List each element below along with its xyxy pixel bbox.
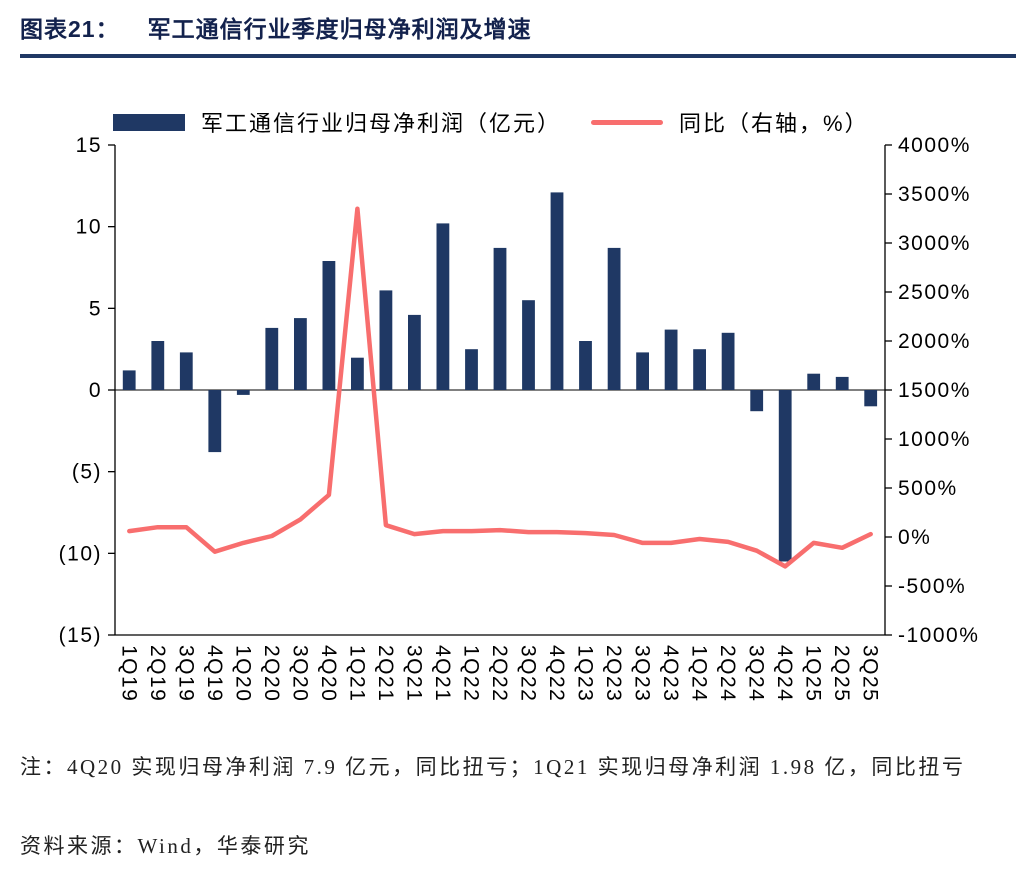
- x-axis-label: 3Q19: [174, 645, 197, 702]
- x-axis-label: 4Q22: [545, 645, 568, 702]
- profit-bar: [835, 376, 849, 390]
- right-axis-label: 0%: [898, 526, 931, 549]
- x-axis-label: 2Q24: [716, 645, 739, 702]
- figure-label: 图表21：: [20, 16, 120, 42]
- x-axis-label: 1Q23: [574, 645, 597, 702]
- x-axis-label: 2Q22: [488, 645, 511, 702]
- x-axis-label: 1Q21: [345, 645, 368, 702]
- left-axis-label: 10: [76, 216, 102, 239]
- profit-bar: [379, 290, 393, 390]
- profit-bar: [864, 390, 878, 407]
- profit-bar: [322, 261, 336, 390]
- profit-bar: [465, 349, 478, 390]
- x-axis-label: 1Q20: [231, 645, 254, 702]
- profit-bar: [208, 390, 222, 453]
- x-axis-label: 2Q25: [830, 645, 853, 702]
- x-axis-label: 4Q19: [203, 645, 226, 702]
- left-axis-label: (10): [59, 542, 102, 565]
- x-axis-label: 2Q20: [260, 645, 283, 702]
- profit-bar: [408, 314, 421, 390]
- profit-bar: [122, 370, 136, 390]
- right-axis-label: 3000%: [898, 232, 971, 255]
- profit-bar: [579, 341, 592, 390]
- legend-line-label: 同比（右轴，%）: [679, 111, 869, 136]
- line-swatch-icon: [591, 119, 664, 125]
- profit-bar: [151, 341, 165, 390]
- right-axis-label: 3500%: [898, 183, 971, 206]
- profit-bar: [778, 390, 792, 562]
- left-axis-label: 5: [89, 297, 102, 320]
- right-axis-label: 1000%: [898, 428, 971, 451]
- x-axis-label: 1Q19: [117, 645, 140, 702]
- legend-item-line: 同比（右轴，%）: [591, 106, 869, 138]
- x-axis-label: 2Q23: [602, 645, 625, 702]
- profit-bar: [550, 192, 564, 390]
- right-axis-label: 1500%: [898, 379, 971, 402]
- figure-note: 注：4Q20 实现归母净利润 7.9 亿元，同比扭亏；1Q21 实现归母净利润 …: [20, 755, 966, 779]
- x-axis-label: 3Q23: [631, 645, 654, 702]
- x-axis-label: 3Q20: [288, 645, 311, 702]
- profit-bar: [750, 390, 764, 412]
- x-axis-label: 3Q21: [402, 645, 425, 702]
- x-axis-label: 1Q24: [688, 645, 711, 702]
- x-axis-label: 4Q23: [659, 645, 682, 702]
- legend-bar-label: 军工通信行业归母净利润（亿元）: [201, 111, 562, 136]
- left-axis-label: (15): [59, 624, 102, 647]
- page-title: 图表21： 军工通信行业季度归母净利润及增速: [20, 16, 532, 42]
- profit-bar: [636, 352, 649, 390]
- x-axis-label: 4Q20: [317, 645, 340, 702]
- figure-source: 资料来源：Wind，华泰研究: [20, 834, 311, 858]
- profit-bar: [522, 300, 535, 390]
- profit-bar: [179, 352, 193, 390]
- left-axis-label: 15: [76, 134, 102, 157]
- figure-header: 图表21： 军工通信行业季度归母净利润及增速: [20, 10, 1016, 58]
- legend-item-bar: 军工通信行业归母净利润（亿元）: [113, 106, 561, 138]
- x-axis-label: 1Q25: [802, 645, 825, 702]
- right-axis-label: 2500%: [898, 281, 971, 304]
- x-axis-label: 3Q22: [517, 645, 540, 702]
- profit-bar: [351, 357, 364, 390]
- profit-bar: [265, 327, 279, 390]
- left-axis-label: (5): [72, 461, 102, 484]
- profit-bar: [294, 318, 307, 390]
- x-axis-label: 1Q22: [459, 645, 482, 702]
- figure-title: 军工通信行业季度归母净利润及增速: [147, 16, 532, 42]
- x-axis-label: 4Q24: [773, 645, 796, 702]
- right-axis-label: 4000%: [898, 134, 971, 157]
- x-axis-label: 3Q25: [859, 645, 882, 702]
- left-axis-label: 0: [89, 379, 102, 402]
- profit-bar: [721, 332, 735, 390]
- right-axis-label: 2000%: [898, 330, 971, 353]
- bar-swatch-icon: [113, 113, 185, 131]
- x-axis-label: 3Q24: [745, 645, 768, 702]
- yoy-growth-line: [127, 206, 873, 569]
- profit-bar: [493, 247, 507, 390]
- chart-legend: 军工通信行业归母净利润（亿元） 同比（右轴，%）: [113, 106, 869, 138]
- profit-bar: [664, 329, 678, 390]
- profit-bar: [807, 373, 821, 390]
- profit-bar: [693, 349, 706, 390]
- x-axis-label: 4Q21: [431, 645, 454, 702]
- right-axis-label: 500%: [898, 477, 958, 500]
- profit-bar: [607, 247, 621, 390]
- profit-bar: [236, 390, 250, 395]
- quarterly-profit-growth-chart: 15 10 5 0 (5) (10) (15) 4000% 3500% 3000% 2500% 200…: [59, 134, 979, 702]
- x-axis-label: 2Q21: [374, 645, 397, 702]
- profit-bar: [436, 223, 450, 390]
- right-axis-label: -1000%: [898, 624, 979, 647]
- right-axis-label: -500%: [898, 575, 966, 598]
- x-axis-label: 2Q19: [146, 645, 169, 702]
